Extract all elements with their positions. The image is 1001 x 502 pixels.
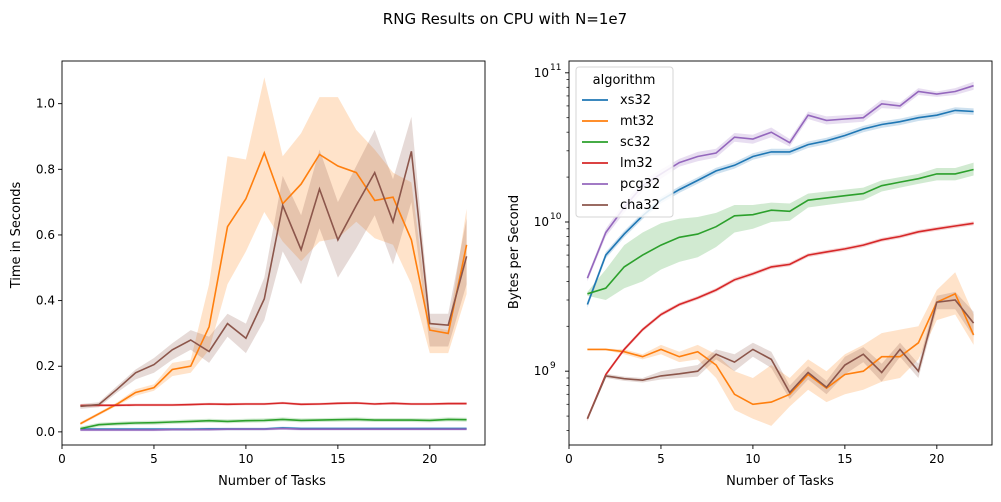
band-sc32: [587, 162, 974, 300]
x-tick-label: 15: [837, 452, 852, 466]
series-line-mt32: [80, 150, 468, 425]
legend-label-cha32: cha32: [620, 198, 660, 213]
y-tick-label: 0.6: [36, 228, 55, 242]
plot-frame: [61, 60, 486, 446]
x-tick-label: 0: [565, 452, 573, 466]
y-tick-label: 1.0: [36, 97, 55, 111]
y-tick-label: 10: [534, 364, 549, 378]
x-tick-label: 20: [929, 452, 944, 466]
series-lines: [80, 150, 468, 431]
y-tick-exponent: 11: [550, 63, 561, 73]
time-chart-xlabel: Number of Tasks: [218, 474, 326, 489]
series-line-cha32: [586, 299, 975, 420]
legend-label-lm32: lm32: [620, 156, 653, 171]
y-tick-label: 0.0: [36, 425, 55, 439]
y-tick-label: 10: [534, 215, 549, 229]
y-tick-exponent: 9: [550, 361, 556, 371]
x-tick-label: 5: [150, 452, 158, 466]
y-tick-label: 0.4: [36, 294, 55, 308]
legend-frame: [575, 66, 674, 218]
throughput-chart-ylabel: Bytes per Second: [507, 195, 522, 309]
legend: algorithm xs32 mt32 sc32 lm32 pcg32 cha32: [575, 66, 674, 218]
x-tick-label: 10: [238, 452, 253, 466]
series-line-sc32: [80, 418, 467, 430]
legend-label-sc32: sc32: [620, 135, 650, 150]
series-line-lm32: [586, 222, 974, 420]
x-tick-label: 0: [58, 452, 66, 466]
series-line-mt32: [587, 292, 975, 406]
x-tick-label: 20: [422, 452, 437, 466]
time-chart-ylabel: Time in Seconds: [9, 182, 24, 290]
throughput-chart: Number of Tasks Bytes per Second 0 5 10 15 2…: [507, 60, 993, 489]
series-line-pcg32: [80, 427, 467, 431]
throughput-chart-xlabel: Number of Tasks: [726, 474, 834, 489]
series-line-lm32: [80, 402, 467, 407]
y-tick-label: 0.2: [36, 359, 55, 373]
legend-title: algorithm: [593, 73, 656, 88]
x-tick-label: 10: [745, 452, 760, 466]
y-tick-label: 0.8: [36, 162, 55, 176]
time-chart: Number of Tasks Time in Seconds 0 5 10 15 20…: [9, 60, 486, 489]
series-line-sc32: [587, 168, 974, 295]
band-cha32: [80, 116, 467, 409]
legend-label-pcg32: pcg32: [620, 177, 660, 192]
band-mt32: [587, 272, 974, 426]
y-tick-exponent: 10: [550, 212, 562, 222]
band-mt32: [80, 77, 467, 426]
x-tick-label: 15: [330, 452, 345, 466]
legend-label-xs32: xs32: [620, 93, 651, 108]
legend-label-mt32: mt32: [620, 114, 654, 129]
series-line-cha32: [80, 151, 468, 408]
x-tick-label: 5: [657, 452, 665, 466]
y-tick-label: 10: [534, 66, 549, 80]
figure-title: RNG Results on CPU with N=1e7: [383, 10, 627, 28]
plot-frame: [568, 60, 993, 446]
